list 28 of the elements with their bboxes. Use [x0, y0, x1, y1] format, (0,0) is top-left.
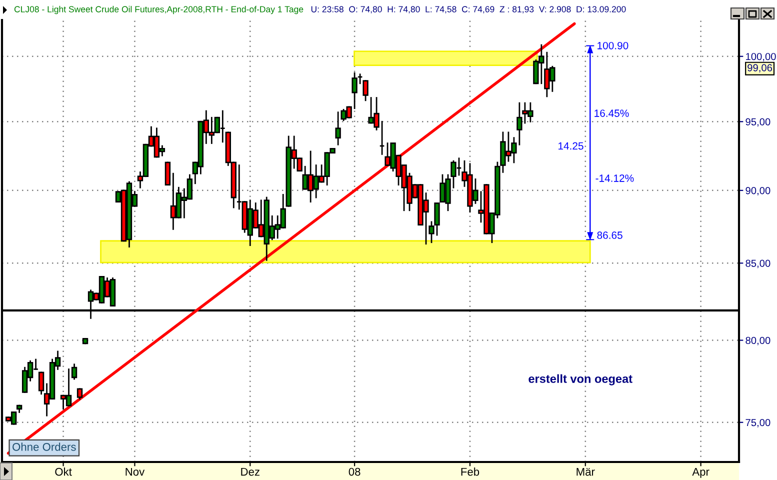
x-tick-label: 08	[348, 468, 360, 476]
text: 99,06	[748, 64, 772, 73]
annotation: 14.25	[558, 142, 584, 150]
chart-subtitle: U: 23:58 O: 74,80 H: 74,80 L: 74,58 C: 74,69 Z : 81,93 V: 2.908 D: 13.09.200	[311, 6, 626, 14]
y-tick-label: 80,00	[746, 336, 770, 346]
x-tick-label: Dez	[241, 468, 260, 476]
candlestick	[38, 372, 44, 395]
candlestick	[352, 72, 358, 109]
annotation: 16.45%	[594, 110, 629, 117]
candlestick	[164, 162, 171, 186]
annotation: 100.90	[598, 42, 628, 50]
x-tick-label: Okt	[55, 468, 72, 476]
y-tick-label: 100,00	[746, 52, 776, 62]
chart-title: CLJ08 - Light Sweet Crude Oil Futures,Apr-2008,RTH - End-of-Day 1 Tage	[14, 6, 304, 14]
candlestick	[76, 388, 83, 400]
x-tick-label: Nov	[126, 468, 145, 476]
annotation: -14.12%	[596, 174, 634, 182]
annotation: erstellt von oegeat	[528, 374, 632, 386]
candlestick	[71, 364, 78, 380]
annotation: 86.65	[597, 232, 622, 239]
y-tick-label: 95,00	[746, 118, 770, 127]
x-tick-label: Feb	[461, 468, 480, 476]
y-tick-label: 85,00	[746, 260, 770, 268]
annotation: Ohne Orders	[12, 442, 76, 451]
y-tick-label: 90,00	[746, 187, 770, 196]
y-tick-label: 75,00	[746, 418, 770, 428]
x-tick-label: Apr	[692, 468, 710, 478]
x-tick-label: Mär	[576, 468, 595, 476]
